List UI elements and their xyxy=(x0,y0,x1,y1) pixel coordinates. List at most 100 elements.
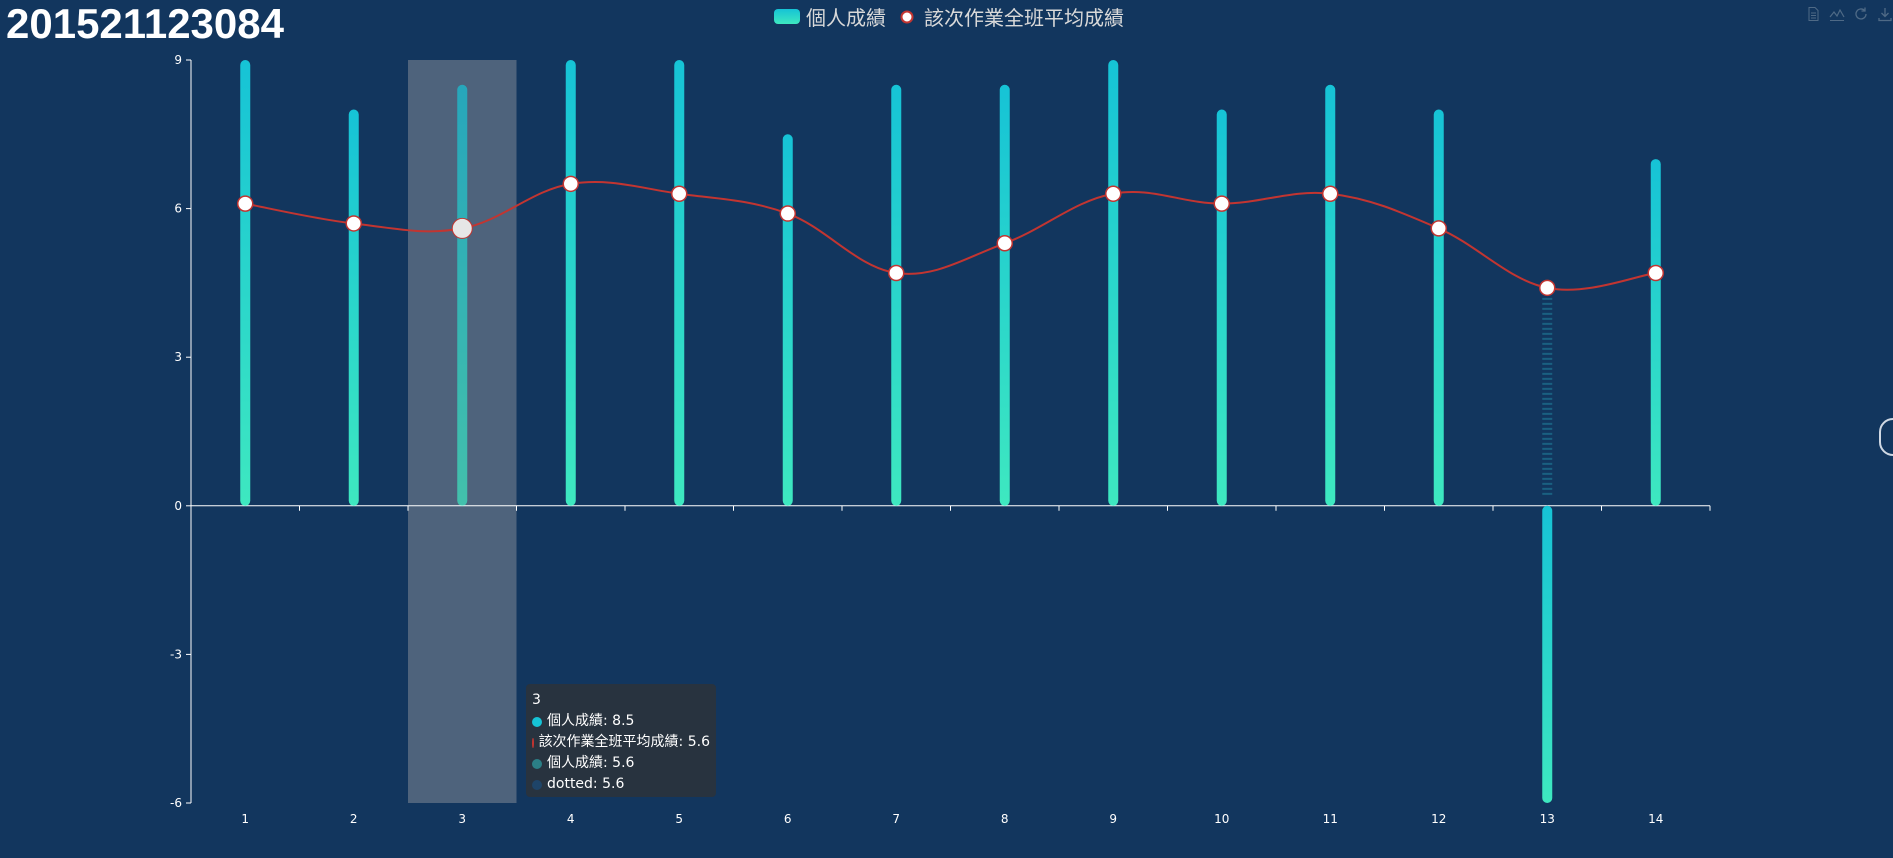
legend-item-line[interactable]: 該次作業全班平均成績 xyxy=(896,2,1124,31)
dotted-segment xyxy=(1542,342,1553,345)
dotted-segment xyxy=(1542,442,1553,445)
x-tick-label: 2 xyxy=(350,812,358,826)
tooltip-row: dotted: 5.6 xyxy=(532,774,710,795)
dotted-segment xyxy=(1542,392,1553,395)
bar[interactable] xyxy=(1542,505,1553,803)
dotted-segment xyxy=(1542,327,1553,330)
dotted-segment xyxy=(1542,357,1553,360)
y-tick-label: 3 xyxy=(174,350,182,364)
bar[interactable] xyxy=(240,60,251,506)
tooltip-row: 個人成績: 5.6 xyxy=(532,753,710,774)
dotted-segment xyxy=(1542,307,1553,310)
bar[interactable] xyxy=(457,84,468,506)
dotted-segment xyxy=(1542,457,1553,460)
average-point[interactable] xyxy=(888,264,905,282)
tooltip-dot xyxy=(532,779,542,790)
dotted-segment xyxy=(1542,352,1553,355)
x-tick-label: 5 xyxy=(675,812,683,826)
tooltip-dot xyxy=(532,716,542,727)
dotted-segment xyxy=(1542,387,1553,390)
bar[interactable] xyxy=(782,134,793,506)
bar[interactable] xyxy=(1433,109,1444,506)
chart-title: 201521123084 xyxy=(6,0,284,47)
x-tick-label: 1 xyxy=(241,812,249,826)
legend-bar-label: 個人成績 xyxy=(806,6,886,30)
dotted-segment xyxy=(1542,492,1553,495)
dotted-segment xyxy=(1542,397,1553,400)
average-point[interactable] xyxy=(1213,195,1230,212)
average-point[interactable] xyxy=(1430,220,1447,237)
bar[interactable] xyxy=(891,84,902,506)
average-point[interactable] xyxy=(451,217,473,239)
tooltip-row-text: 該次作業全班平均成績: 5.6 xyxy=(538,734,710,750)
bar[interactable] xyxy=(1325,84,1336,506)
x-tick-label: 14 xyxy=(1648,812,1663,826)
dotted-segment xyxy=(1542,347,1553,350)
dotted-segment xyxy=(1542,337,1553,340)
dotted-segment xyxy=(1542,362,1553,365)
tooltip-dot xyxy=(532,737,534,748)
x-tick-label: 6 xyxy=(784,812,792,826)
tooltip-row: 該次作業全班平均成績: 5.6 xyxy=(532,732,710,753)
average-point[interactable] xyxy=(237,195,254,212)
dotted-segment xyxy=(1542,402,1553,405)
y-tick-label: 0 xyxy=(174,499,182,513)
side-scroll-handle[interactable] xyxy=(1879,418,1893,456)
average-point[interactable] xyxy=(779,205,796,222)
y-tick-label: 6 xyxy=(174,202,182,216)
dotted-segment xyxy=(1542,437,1553,440)
dotted-segment xyxy=(1542,382,1553,385)
save-image-icon[interactable] xyxy=(1877,6,1893,22)
tooltip-row: 個人成績: 8.5 xyxy=(532,711,710,732)
dotted-segment xyxy=(1542,322,1553,325)
tooltip-dot xyxy=(532,758,542,769)
average-point[interactable] xyxy=(562,175,579,193)
average-point[interactable] xyxy=(345,215,362,232)
bar[interactable] xyxy=(999,84,1010,506)
x-tick-label: 4 xyxy=(567,812,575,826)
dotted-segment xyxy=(1542,472,1553,475)
legend-bar-swatch xyxy=(774,9,800,24)
legend-item-bar[interactable]: 個人成績 xyxy=(774,2,886,31)
dotted-segment xyxy=(1542,372,1553,375)
line-chart-icon[interactable] xyxy=(1829,6,1845,22)
legend: 個人成績 該次作業全班平均成績 xyxy=(774,2,1124,31)
average-point[interactable] xyxy=(996,235,1013,252)
dotted-segment xyxy=(1542,422,1553,425)
average-point[interactable] xyxy=(1539,279,1556,297)
bar[interactable] xyxy=(565,60,576,506)
bar[interactable] xyxy=(1216,109,1227,506)
average-point[interactable] xyxy=(1105,185,1122,202)
toolbox xyxy=(1805,6,1893,22)
x-tick-label: 13 xyxy=(1540,812,1555,826)
average-point[interactable] xyxy=(1322,185,1339,202)
dotted-segment xyxy=(1542,417,1553,420)
dotted-segment xyxy=(1542,412,1553,415)
tooltip: 3 個人成績: 8.5 該次作業全班平均成績: 5.6 個人成績: 5.6 do… xyxy=(526,684,716,797)
tooltip-header: 3 xyxy=(532,692,541,708)
bar[interactable] xyxy=(348,109,359,506)
bar[interactable] xyxy=(1108,60,1119,506)
average-point[interactable] xyxy=(1647,264,1664,282)
dotted-segment xyxy=(1542,367,1553,370)
x-tick-label: 12 xyxy=(1431,812,1446,826)
x-tick-label: 3 xyxy=(458,812,466,826)
y-tick-label: -6 xyxy=(170,796,182,810)
tooltip-row-text: 個人成績: 8.5 xyxy=(547,713,635,729)
dotted-segment xyxy=(1542,317,1553,320)
dotted-segment xyxy=(1542,462,1553,465)
dotted-segment xyxy=(1542,297,1553,300)
dotted-segment xyxy=(1542,432,1553,435)
x-tick-label: 7 xyxy=(892,812,900,826)
bar[interactable] xyxy=(674,60,685,506)
bar[interactable] xyxy=(1650,159,1661,506)
dotted-segment xyxy=(1542,482,1553,485)
dotted-segment xyxy=(1542,447,1553,450)
average-point[interactable] xyxy=(671,185,688,202)
dotted-segment xyxy=(1542,332,1553,335)
dotted-segment xyxy=(1542,407,1553,410)
x-tick-label: 9 xyxy=(1109,812,1117,826)
tooltip-row-text: dotted: 5.6 xyxy=(547,776,625,792)
restore-icon[interactable] xyxy=(1853,6,1869,22)
data-view-icon[interactable] xyxy=(1805,6,1821,22)
